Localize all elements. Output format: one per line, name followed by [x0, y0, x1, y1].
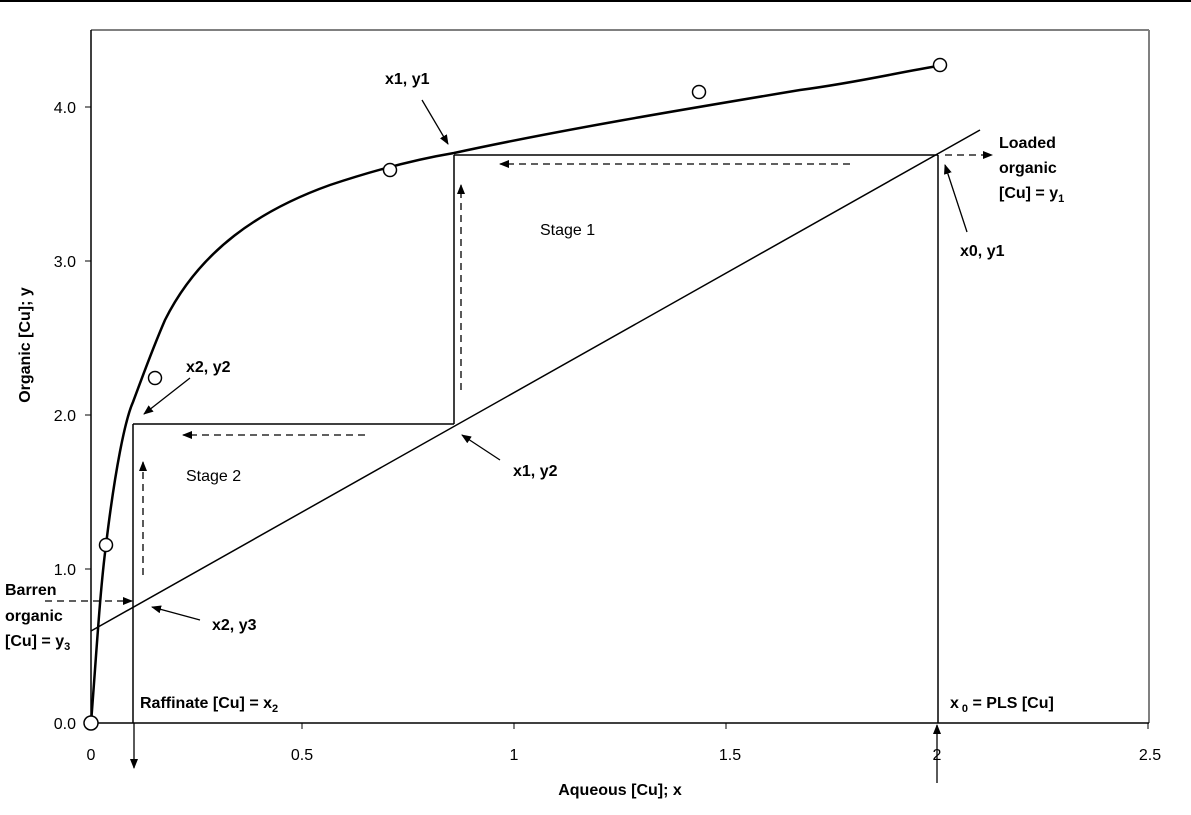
operating-line	[90, 129, 981, 632]
y-tick-label: 0.0	[54, 716, 76, 733]
data-points	[83, 57, 948, 731]
dashed-arrows	[45, 151, 993, 605]
top-border	[0, 0, 1191, 2]
x-tick-label: 0	[87, 747, 96, 764]
svg-text:Barren: Barren	[5, 582, 57, 599]
equilibrium-curve	[89, 64, 939, 724]
label-x1-y2: x1, y2	[513, 463, 558, 480]
data-point	[382, 162, 398, 178]
y-axis-ticks: 0.0 1.0 2.0 3.0 4.0	[54, 100, 91, 733]
data-point	[691, 84, 707, 100]
y-tick-label: 2.0	[54, 408, 76, 425]
data-point	[932, 57, 948, 73]
label-x1-y1: x1, y1	[385, 71, 430, 88]
barren-organic-label: Barren organic [Cu] = y3	[5, 582, 70, 653]
data-point	[98, 537, 114, 553]
stage-1-label: Stage 1	[540, 222, 595, 239]
annotation-arrows	[130, 99, 968, 783]
label-x2-y3: x2, y3	[212, 617, 257, 634]
label-x0-y1: x0, y1	[960, 243, 1005, 260]
data-point	[83, 715, 99, 731]
y-axis-title: Organic [Cu]; y	[17, 287, 34, 403]
label-x2-y2: x2, y2	[186, 359, 231, 376]
x-tick-label: 1	[510, 747, 519, 764]
loaded-organic-label: Loaded organic [Cu] = y1	[999, 135, 1064, 205]
x-tick-label: 1.5	[719, 747, 741, 764]
stage-2-label: Stage 2	[186, 468, 241, 485]
x-axis-ticks: 0 0.5 1 1.5 2 2.5	[87, 723, 1161, 764]
data-point	[147, 370, 163, 386]
raffinate-label: Raffinate [Cu] = x2	[140, 695, 278, 715]
svg-text:[Cu] = y1: [Cu] = y1	[999, 185, 1064, 205]
x-axis-title: Aqueous [Cu]; x	[558, 782, 682, 799]
x-tick-label: 0.5	[291, 747, 313, 764]
y-tick-label: 1.0	[54, 562, 76, 579]
svg-text:organic: organic	[999, 160, 1057, 177]
plot-area	[90, 29, 1150, 724]
svg-text:Loaded: Loaded	[999, 135, 1056, 152]
y-tick-label: 3.0	[54, 254, 76, 271]
y-tick-label: 4.0	[54, 100, 76, 117]
svg-text:[Cu] = y3: [Cu] = y3	[5, 633, 70, 653]
svg-text:organic: organic	[5, 608, 63, 625]
stage-steps	[132, 154, 939, 723]
x-tick-label: 2.5	[1139, 747, 1161, 764]
